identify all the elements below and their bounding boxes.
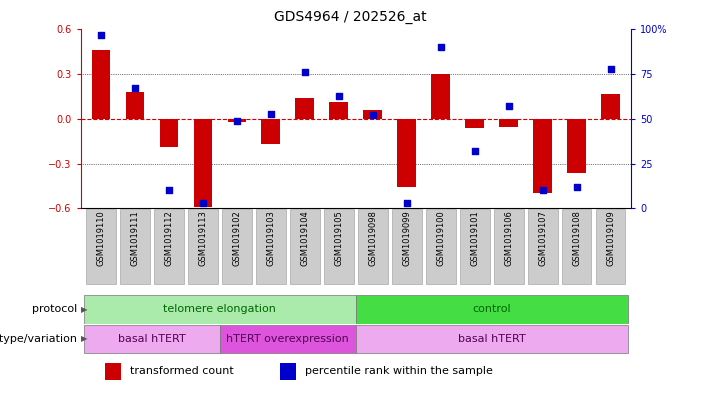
Point <box>333 92 344 99</box>
Text: GSM1019104: GSM1019104 <box>300 211 309 266</box>
Bar <box>358 209 388 284</box>
Bar <box>528 209 557 284</box>
Text: GSM1019106: GSM1019106 <box>504 211 513 266</box>
Point <box>95 32 107 38</box>
Text: GSM1019107: GSM1019107 <box>538 211 547 266</box>
Bar <box>494 209 524 284</box>
Text: GSM1019109: GSM1019109 <box>606 211 615 266</box>
Point <box>367 112 379 118</box>
Bar <box>426 209 456 284</box>
Text: GSM1019102: GSM1019102 <box>232 211 241 266</box>
Point <box>299 69 311 75</box>
Bar <box>499 119 518 127</box>
Text: protocol: protocol <box>32 305 77 314</box>
Text: control: control <box>472 305 511 314</box>
Text: GSM1019110: GSM1019110 <box>97 211 105 266</box>
Bar <box>256 209 286 284</box>
Bar <box>220 325 356 353</box>
Point <box>605 66 616 72</box>
Text: GSM1019103: GSM1019103 <box>266 211 275 266</box>
Bar <box>567 119 586 173</box>
Bar <box>228 119 246 122</box>
Bar <box>290 209 320 284</box>
Point <box>469 148 480 154</box>
Bar <box>105 362 121 380</box>
Point <box>503 103 515 110</box>
Text: GSM1019113: GSM1019113 <box>198 211 207 266</box>
Point <box>537 187 548 193</box>
Bar <box>465 119 484 128</box>
Bar <box>601 94 620 119</box>
Text: transformed count: transformed count <box>130 366 233 376</box>
Text: basal hTERT: basal hTERT <box>118 334 186 344</box>
Text: GSM1019101: GSM1019101 <box>470 211 479 266</box>
Bar <box>562 209 592 284</box>
Bar <box>533 119 552 193</box>
Text: GDS4964 / 202526_at: GDS4964 / 202526_at <box>274 10 427 24</box>
Point <box>130 85 141 92</box>
Bar <box>392 209 422 284</box>
Text: ▶: ▶ <box>81 334 88 343</box>
Text: GSM1019108: GSM1019108 <box>572 211 581 266</box>
Point <box>163 187 175 193</box>
Text: hTERT overexpression: hTERT overexpression <box>226 334 349 344</box>
Text: GSM1019100: GSM1019100 <box>436 211 445 266</box>
Bar <box>329 103 348 119</box>
Bar <box>188 209 218 284</box>
Text: basal hTERT: basal hTERT <box>458 334 526 344</box>
Bar <box>596 209 625 284</box>
Bar <box>295 98 314 119</box>
Bar <box>280 362 296 380</box>
Text: GSM1019111: GSM1019111 <box>130 211 139 266</box>
Bar <box>125 92 144 119</box>
Text: GSM1019112: GSM1019112 <box>165 211 173 266</box>
Bar <box>397 119 416 187</box>
Point <box>231 118 243 124</box>
Bar <box>324 209 354 284</box>
Text: telomere elongation: telomere elongation <box>163 305 276 314</box>
Text: percentile rank within the sample: percentile rank within the sample <box>305 366 493 376</box>
Point <box>401 200 412 206</box>
Text: genotype/variation: genotype/variation <box>0 334 77 344</box>
Bar <box>431 74 450 119</box>
Bar <box>92 50 110 119</box>
Bar <box>356 325 627 353</box>
Bar <box>86 209 116 284</box>
Text: GSM1019105: GSM1019105 <box>334 211 343 266</box>
Point <box>435 44 447 50</box>
Text: GSM1019099: GSM1019099 <box>402 211 411 266</box>
Point <box>265 110 276 117</box>
Bar <box>160 119 178 147</box>
Point <box>571 184 582 190</box>
Bar <box>261 119 280 144</box>
Text: ▶: ▶ <box>81 305 88 314</box>
Bar <box>222 209 252 284</box>
Bar <box>460 209 489 284</box>
Bar <box>154 209 184 284</box>
Bar <box>84 325 220 353</box>
Bar <box>84 296 356 324</box>
Bar <box>363 110 382 119</box>
Text: GSM1019098: GSM1019098 <box>368 211 377 266</box>
Bar <box>356 296 627 324</box>
Bar <box>193 119 212 207</box>
Bar <box>120 209 150 284</box>
Point <box>197 200 208 206</box>
